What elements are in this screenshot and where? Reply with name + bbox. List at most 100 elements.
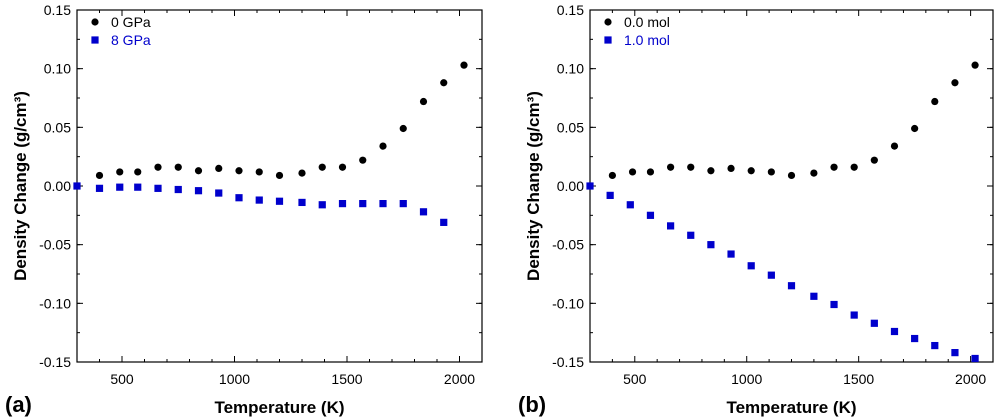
data-point-8-gpa — [215, 189, 223, 197]
data-point-0.0-mol — [646, 168, 655, 176]
data-point-0.0-mol — [707, 167, 715, 175]
data-point-8-gpa — [235, 194, 243, 202]
legend-marker — [604, 18, 612, 26]
y-tick-label: 0.15 — [557, 2, 584, 18]
data-point-1.0-mol — [646, 211, 655, 219]
data-point-0-gpa — [460, 61, 468, 69]
panel-b: -0.15 -0.10 -0.05 0.00 0.05 0.10 0.15 500 1000 15… — [518, 2, 994, 417]
data-point-1.0-mol — [850, 311, 858, 319]
data-point-0.0-mol — [727, 164, 735, 172]
data-point-1.0-mol — [626, 201, 634, 209]
data-point-8-gpa — [399, 200, 407, 208]
data-point-0-gpa — [359, 156, 367, 164]
data-point-8-gpa — [134, 183, 142, 191]
legend-marker — [91, 36, 99, 44]
y-tick-label: -0.10 — [39, 295, 71, 311]
data-point-1.0-mol — [951, 349, 959, 357]
data-point-8-gpa — [419, 208, 428, 216]
data-point-8-gpa — [318, 201, 326, 209]
data-point-0-gpa — [298, 169, 306, 177]
y-tick-label: 0.15 — [44, 2, 71, 18]
data-point-0.0-mol — [687, 163, 695, 171]
data-point-0-gpa — [95, 171, 104, 180]
data-point-1.0-mol — [911, 334, 919, 343]
y-axis-label: Density Change (g/cm³) — [524, 91, 543, 281]
data-point-0.0-mol — [870, 156, 878, 164]
data-point-0.0-mol — [890, 142, 899, 150]
data-point-0.0-mol — [911, 124, 919, 133]
legend-label: 8 GPa — [111, 32, 151, 48]
data-point-8-gpa — [73, 182, 81, 190]
y-tick-label: -0.10 — [552, 295, 584, 311]
data-point-1.0-mol — [787, 282, 796, 290]
data-point-1.0-mol — [890, 327, 899, 336]
legend-label: 0.0 mol — [624, 14, 670, 30]
data-point-0-gpa — [419, 97, 428, 106]
data-point-0-gpa — [255, 168, 263, 176]
data-point-0-gpa — [338, 163, 347, 171]
data-point-0-gpa — [215, 164, 223, 172]
data-point-0.0-mol — [787, 171, 796, 180]
data-point-8-gpa — [298, 198, 306, 207]
data-point-0-gpa — [318, 163, 326, 171]
data-point-0.0-mol — [747, 167, 755, 175]
data-point-0-gpa — [379, 142, 387, 150]
y-tick-label: -0.05 — [39, 237, 71, 253]
data-point-1.0-mol — [687, 231, 695, 239]
data-point-0-gpa — [194, 167, 203, 175]
x-tick-label: 1500 — [331, 371, 362, 387]
data-point-8-gpa — [275, 197, 284, 205]
data-point-0.0-mol — [850, 163, 858, 171]
data-point-8-gpa — [440, 218, 448, 226]
x-tick-label: 1000 — [731, 371, 762, 387]
panel-label: (b) — [518, 392, 546, 417]
x-tick-label: 500 — [623, 371, 647, 387]
data-point-1.0-mol — [667, 222, 675, 230]
y-tick-label: 0.10 — [557, 61, 584, 77]
data-point-0.0-mol — [971, 61, 979, 69]
data-point-8-gpa — [194, 187, 203, 195]
data-point-8-gpa — [255, 196, 263, 204]
data-point-8-gpa — [95, 184, 104, 192]
data-point-0-gpa — [440, 79, 448, 87]
panel-label: (a) — [5, 392, 32, 417]
x-axis-label: Temperature (K) — [214, 398, 344, 417]
data-point-1.0-mol — [747, 262, 755, 270]
data-point-1.0-mol — [830, 300, 838, 309]
data-point-0.0-mol — [628, 168, 637, 176]
y-axis-label: Density Change (g/cm³) — [11, 91, 30, 281]
legend-marker — [604, 36, 612, 44]
y-tick-label: 0.10 — [44, 61, 71, 77]
data-point-8-gpa — [359, 200, 367, 208]
x-axis-label: Temperature (K) — [726, 398, 856, 417]
data-point-0.0-mol — [667, 163, 675, 171]
data-point-0.0-mol — [767, 168, 775, 176]
data-point-8-gpa — [174, 185, 182, 194]
data-point-0-gpa — [399, 124, 407, 133]
x-tick-label: 1000 — [219, 371, 250, 387]
legend-label: 1.0 mol — [624, 32, 670, 48]
data-point-0-gpa — [116, 168, 124, 176]
legend-label: 0 GPa — [111, 14, 151, 30]
data-point-8-gpa — [338, 200, 347, 208]
y-tick-label: -0.15 — [552, 354, 584, 370]
data-point-0-gpa — [235, 167, 243, 175]
data-point-0.0-mol — [931, 97, 939, 106]
data-point-8-gpa — [116, 183, 124, 191]
data-point-0.0-mol — [608, 171, 616, 180]
data-point-1.0-mol — [810, 292, 818, 300]
legend-marker — [91, 18, 99, 26]
data-point-0-gpa — [154, 163, 162, 171]
y-tick-label: 0.00 — [44, 178, 71, 194]
data-point-0.0-mol — [951, 79, 959, 87]
y-tick-label: -0.15 — [39, 354, 71, 370]
data-point-0-gpa — [134, 168, 142, 176]
data-point-1.0-mol — [707, 241, 715, 249]
y-tick-label: -0.05 — [552, 237, 584, 253]
data-point-1.0-mol — [727, 250, 735, 258]
data-point-0-gpa — [174, 163, 182, 171]
data-point-1.0-mol — [971, 354, 979, 363]
data-point-1.0-mol — [870, 319, 878, 327]
data-point-1.0-mol — [586, 182, 594, 190]
data-point-1.0-mol — [931, 341, 939, 350]
